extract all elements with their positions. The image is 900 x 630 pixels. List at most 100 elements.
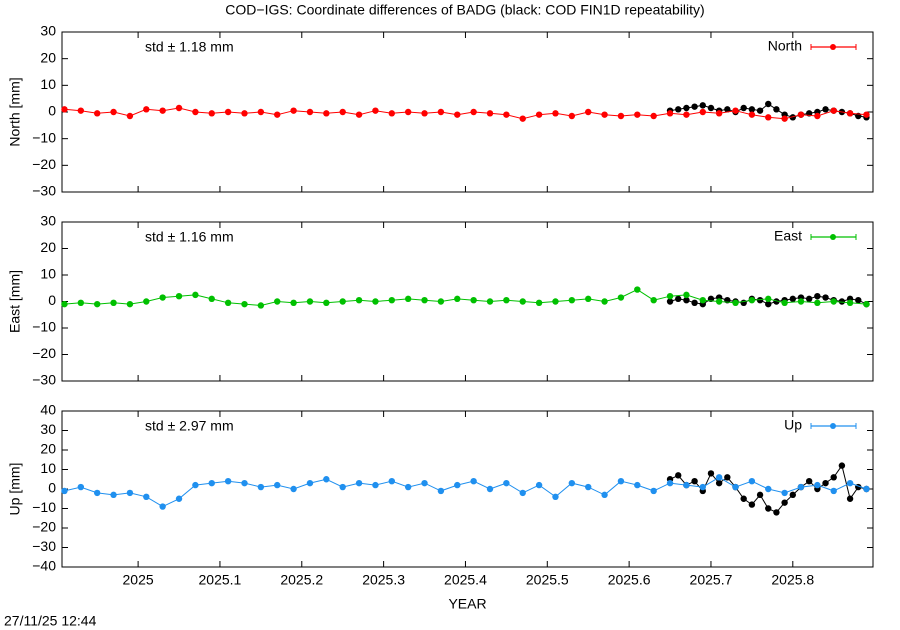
data-point [93, 489, 101, 497]
data-point [93, 110, 101, 117]
data-point [143, 106, 150, 113]
data-point [699, 483, 706, 491]
data-point [503, 111, 510, 118]
legend-label: North [768, 38, 802, 54]
data-point [601, 111, 608, 118]
std-annotation: std ± 2.97 mm [145, 418, 234, 434]
data-point [732, 483, 739, 491]
data-point [208, 110, 215, 117]
data-point [437, 108, 445, 116]
data-point [126, 112, 134, 120]
data-point [486, 298, 494, 305]
data-point [773, 509, 780, 516]
data-point [740, 104, 747, 112]
data-point [535, 481, 543, 489]
data-point [61, 106, 68, 113]
data-point [585, 108, 592, 116]
data-point [814, 481, 821, 489]
y-tick-label: −20 [32, 519, 56, 535]
data-point [789, 295, 797, 303]
data-point [535, 299, 543, 307]
data-point [740, 299, 747, 307]
data-point [372, 298, 379, 305]
plot-frame [61, 410, 874, 568]
data-point [691, 103, 698, 110]
data-point [805, 478, 813, 485]
data-point [748, 296, 756, 304]
data-point [192, 108, 199, 116]
series-line [64, 476, 867, 508]
data-point [110, 491, 117, 499]
data-point [805, 295, 813, 303]
data-point [372, 481, 379, 489]
data-point [675, 106, 682, 113]
data-point [143, 493, 150, 500]
data-point [470, 108, 477, 116]
data-point [388, 110, 396, 117]
legend-label: East [774, 228, 802, 244]
data-point [552, 110, 559, 117]
data-point [683, 291, 690, 299]
data-point [339, 298, 346, 305]
data-point [756, 296, 764, 304]
legend-label: Up [784, 417, 802, 433]
data-point [699, 102, 706, 109]
data-point [724, 106, 731, 113]
y-tick-label: 0 [48, 103, 56, 119]
data-point [666, 479, 674, 487]
data-point [781, 115, 788, 122]
data-point [257, 302, 265, 309]
y-tick-label: 30 [40, 421, 56, 437]
data-point [192, 291, 199, 299]
data-point [699, 296, 706, 304]
data-point [748, 111, 756, 118]
data-point [486, 110, 494, 117]
data-point [732, 107, 739, 114]
data-point [241, 300, 248, 308]
y-tick-label: 0 [48, 292, 56, 308]
y-tick-label: 10 [40, 460, 56, 476]
data-point [241, 479, 248, 487]
data-point [683, 111, 690, 118]
data-point [781, 489, 788, 497]
data-point [159, 107, 166, 114]
data-point [61, 300, 68, 308]
data-point [846, 110, 854, 117]
y-tick-label: 20 [40, 49, 56, 65]
data-point [617, 478, 625, 485]
y-tick-label: 10 [40, 266, 56, 282]
data-point [552, 493, 559, 500]
data-point [388, 478, 396, 485]
y-axis-label: East [mm] [7, 270, 23, 333]
data-point [838, 298, 846, 305]
data-point [773, 298, 780, 305]
data-point [486, 485, 494, 493]
data-point [585, 483, 592, 491]
data-point [715, 474, 723, 481]
y-tick-label: −40 [32, 558, 56, 574]
data-point [650, 112, 657, 120]
data-point [634, 481, 641, 489]
data-point [241, 110, 248, 117]
data-point [61, 487, 68, 495]
data-point [765, 485, 772, 493]
data-point [290, 107, 297, 114]
data-point [765, 114, 772, 121]
data-point [634, 286, 641, 293]
data-point [691, 478, 698, 485]
data-point [192, 481, 199, 489]
data-point [814, 293, 821, 300]
data-point [732, 299, 739, 307]
data-point [355, 296, 363, 304]
x-tick-label: 2025.4 [444, 572, 487, 588]
data-point [208, 295, 215, 303]
legend-marker [830, 44, 836, 50]
y-tick-label: −10 [32, 129, 56, 145]
data-point [77, 483, 85, 491]
data-point [666, 298, 674, 305]
legend-marker [830, 423, 836, 429]
data-point [519, 489, 526, 497]
data-point [814, 299, 821, 307]
data-point [830, 487, 837, 495]
data-point [274, 481, 281, 489]
